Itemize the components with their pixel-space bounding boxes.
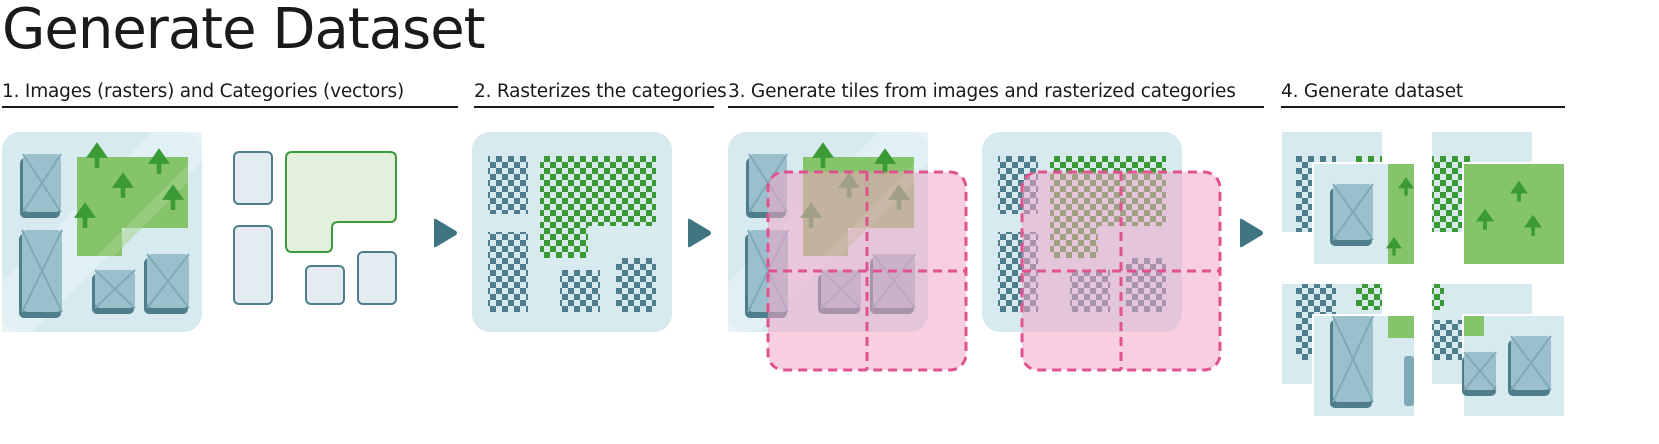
vector-building-4 [357, 251, 397, 305]
step-2-rasterized-categories [472, 132, 672, 332]
step-3-rule [728, 106, 1264, 108]
vector-park [285, 151, 397, 253]
step-1-image-scene [2, 132, 202, 332]
arrow-right-icon [688, 218, 711, 248]
step-1-rule [2, 106, 458, 108]
step-1-label: 1. Images (rasters) and Categories (vect… [2, 81, 405, 102]
step-3-label: 3. Generate tiles from images and raster… [728, 81, 1236, 102]
arrow-right-icon [434, 218, 457, 248]
vector-building-1 [233, 151, 273, 205]
step-4-rule [1281, 106, 1565, 108]
step-1-vector-categories [233, 151, 397, 305]
step-3-raster-tiling [982, 132, 1222, 372]
step-3-image-tiling [728, 132, 968, 372]
arrow-right-icon [1240, 218, 1263, 248]
page-title: Generate Dataset [2, 0, 486, 62]
step-4-dataset-tiles [1282, 132, 1564, 416]
step-2-label: 2. Rasterizes the categories [474, 81, 727, 102]
step-2-rule [474, 106, 714, 108]
vector-building-2 [233, 225, 273, 305]
step-4-label: 4. Generate dataset [1281, 81, 1463, 102]
vector-building-3 [305, 265, 345, 305]
